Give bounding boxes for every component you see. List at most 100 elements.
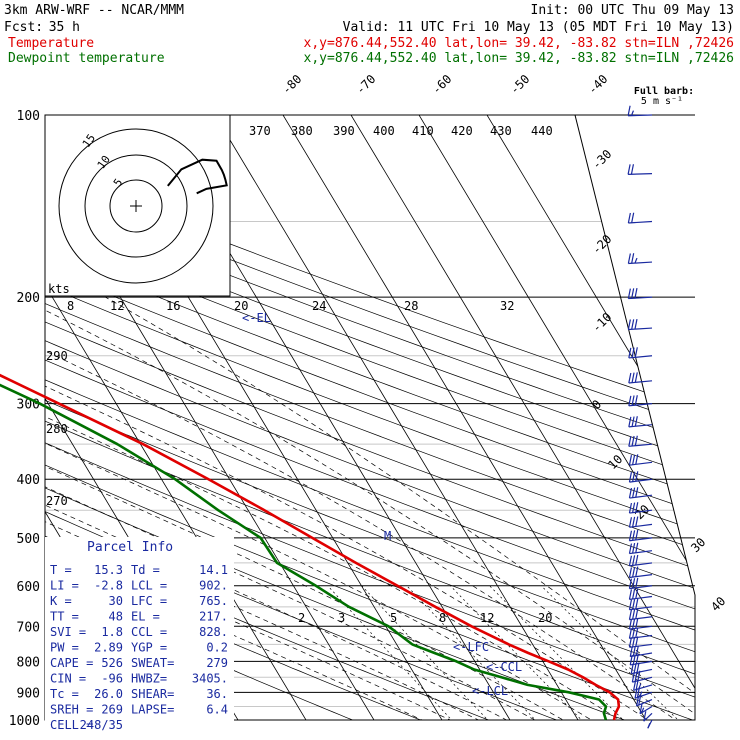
parcel-info-value: LFC = xyxy=(131,594,167,608)
dry-adiabat xyxy=(45,115,695,720)
parcel-info-value: SWEAT= xyxy=(131,656,174,670)
level-markers: <-EL <-LFC <-CCL <-LCL M xyxy=(242,311,522,698)
theta-label: 290 xyxy=(46,349,68,363)
parcel-info-value: T = xyxy=(50,563,72,577)
wind-barb xyxy=(628,502,653,514)
theta-label: 280 xyxy=(46,422,68,436)
parcel-info-value: 1.8 xyxy=(101,625,123,639)
wind-barb xyxy=(628,608,653,621)
wind-barb xyxy=(628,588,653,600)
parcel-info-value: 765. xyxy=(199,594,228,608)
dry-adiabat xyxy=(45,115,695,720)
pressure-tick-label: 1000 xyxy=(9,714,40,729)
level-marker: <-LCL xyxy=(472,684,508,698)
mixing-ratio-line xyxy=(361,585,501,720)
isotherm-label: -60 xyxy=(429,72,454,97)
wind-barb xyxy=(628,542,653,555)
pressure-tick-label: 200 xyxy=(17,291,40,306)
parcel-info-value: CCL = xyxy=(131,625,167,639)
wind-barb xyxy=(629,645,653,658)
wind-barb xyxy=(628,529,653,542)
isotherm xyxy=(470,115,695,720)
wind-barb xyxy=(627,212,653,224)
wind-barb xyxy=(627,253,653,265)
wind-barb xyxy=(628,516,653,528)
wind-barbs xyxy=(627,105,653,729)
temperature-location: x,y=876.44,552.40 lat,lon= 39.42, -83.82… xyxy=(304,36,734,51)
parcel-info-value: 217. xyxy=(199,610,228,624)
dewpoint-profile xyxy=(0,383,608,721)
moist-adiabat xyxy=(45,296,695,720)
theta-label: 270 xyxy=(46,494,68,508)
temperature-profile xyxy=(0,373,621,721)
parcel-info-value: 3405. xyxy=(192,672,228,686)
parcel-info-value: 902. xyxy=(199,579,228,593)
parcel-info-title: Parcel Info xyxy=(87,540,173,555)
isotherm-label: 40 xyxy=(708,594,728,614)
parcel-info-value: 48 xyxy=(109,610,123,624)
dry-adiabat xyxy=(45,115,695,720)
hodograph-trace xyxy=(167,158,228,195)
isotherm xyxy=(198,115,587,720)
dry-adiabat xyxy=(45,115,695,720)
mixing-ratio-label: 12 xyxy=(110,299,124,313)
mixing-ratio-label: 24 xyxy=(312,299,326,313)
parcel-info-value: 0.2 xyxy=(206,641,228,655)
parcel-info-box: Parcel Info T = 15.3 Td = 14.1 LI = -2.8 LCL = 9… xyxy=(45,537,234,732)
theta-label: 400 xyxy=(373,124,395,138)
parcel-info-value: YGP = xyxy=(131,641,167,655)
parcel-info-value: CAPE = xyxy=(50,656,93,670)
dry-adiabat xyxy=(45,115,695,720)
parcel-info-value: CIN = xyxy=(50,672,86,686)
kts-label: kts xyxy=(48,282,70,296)
hodograph-ring-label: 10 xyxy=(95,153,113,171)
mixing-ratio-label: 16 xyxy=(166,299,180,313)
parcel-info-value: HWBZ= xyxy=(131,672,167,686)
pressure-tick-label: 400 xyxy=(17,473,40,488)
parcel-info-value: 26.0 xyxy=(94,687,123,701)
barb-legend-line2: 5 m s⁻¹ xyxy=(641,96,683,107)
parcel-info-value: 248/35 xyxy=(80,718,123,732)
pressure-tick-label: 500 xyxy=(17,532,40,547)
moist-adiabat xyxy=(45,296,614,720)
parcel-info-value: CELL = xyxy=(50,718,93,732)
isotherm-label: -80 xyxy=(279,72,304,97)
wind-barb xyxy=(628,566,653,579)
wind-barb xyxy=(628,554,653,567)
barb-legend-line1: Full barb: xyxy=(634,86,694,97)
dry-adiabat xyxy=(45,115,661,720)
mixing-ratio-label: 8 xyxy=(439,611,446,625)
moist-adiabat xyxy=(45,296,532,720)
profiles xyxy=(0,373,621,721)
isotherm-label: -20 xyxy=(589,232,614,257)
dry-adiabat xyxy=(45,115,695,720)
parcel-info-value: LI = xyxy=(50,579,79,593)
wind-barb xyxy=(627,105,653,117)
wind-barb xyxy=(647,719,653,729)
isotherm xyxy=(334,115,695,720)
isotherm-label: -10 xyxy=(589,310,614,335)
wind-barb xyxy=(627,319,653,331)
theta-label: 370 xyxy=(249,124,271,138)
moist-adiabat xyxy=(45,296,695,720)
isotherm-label: 10 xyxy=(605,452,625,472)
pressure-tick-label: 700 xyxy=(17,620,40,635)
wind-barb xyxy=(628,487,653,499)
parcel-info-value: Td = xyxy=(131,563,160,577)
parcel-info-value: K = xyxy=(50,594,72,608)
mixing-ratio-label: 12 xyxy=(480,611,494,625)
level-marker: <-CCL xyxy=(486,660,522,674)
mixing-ratio-label: 8 xyxy=(67,299,74,313)
theta-label: 440 xyxy=(531,124,553,138)
pressure-tick-label: 900 xyxy=(17,686,40,701)
wind-barb xyxy=(628,416,653,428)
level-marker: M xyxy=(384,529,391,543)
pressure-tick-label: 600 xyxy=(17,580,40,595)
parcel-info-value: PW = xyxy=(50,641,79,655)
wind-barb xyxy=(628,627,653,639)
wind-barb xyxy=(630,662,653,675)
dewpoint-location: x,y=876.44,552.40 lat,lon= 39.42, -83.82… xyxy=(304,51,734,66)
pressure-tick-label: 100 xyxy=(17,109,40,124)
mixing-ratio-label: 32 xyxy=(500,299,514,313)
hodograph-ring xyxy=(84,154,188,258)
